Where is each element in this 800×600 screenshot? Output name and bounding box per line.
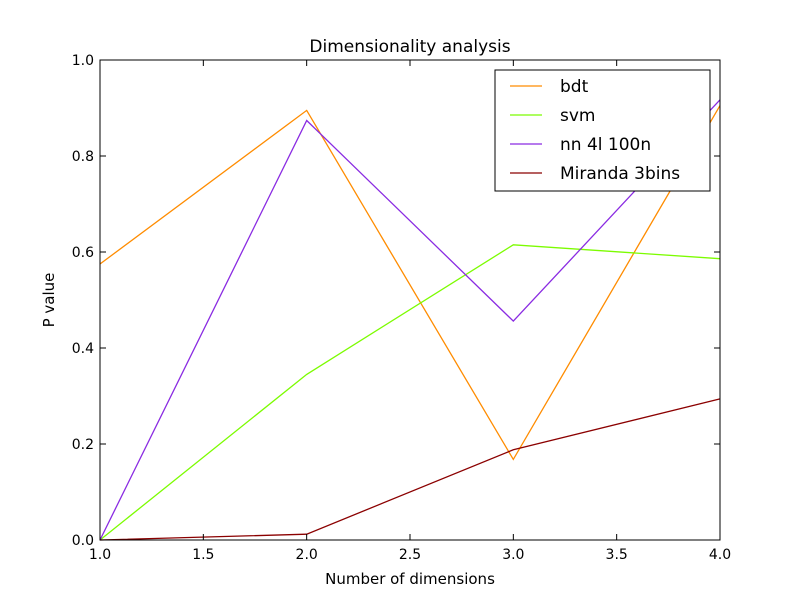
x-tick-label: 3.0 xyxy=(502,547,524,563)
legend-label-1: svm xyxy=(560,106,595,126)
y-tick-label: 0.0 xyxy=(72,533,94,549)
y-tick-label: 0.2 xyxy=(72,437,94,453)
ticks-layer: 1.0 1.5 2.0 2.5 3.0 3.5 4.0 0.0 0.2 0.4 0.6 0.8 1.0 xyxy=(72,53,731,563)
x-tick-label: 2.5 xyxy=(399,547,421,563)
y-tick-label: 1.0 xyxy=(72,53,94,69)
x-tick-label: 4.0 xyxy=(709,547,731,563)
x-tick-label: 1.5 xyxy=(192,547,214,563)
legend-label-0: bdt xyxy=(560,77,589,97)
chart-title: Dimensionality analysis xyxy=(309,37,510,57)
y-tick-label: 0.8 xyxy=(72,149,94,165)
legend-label-3: Miranda 3bins xyxy=(560,164,680,184)
legend-label-2: nn 4l 100n xyxy=(560,135,651,155)
legend-items: bdt svm nn 4l 100n Miranda 3bins xyxy=(510,77,680,184)
series-line-1 xyxy=(99,244,721,541)
series-line-2 xyxy=(99,99,721,541)
series-line-0 xyxy=(99,105,721,461)
legend: bdt svm nn 4l 100n Miranda 3bins xyxy=(494,69,711,192)
legend-box xyxy=(494,69,711,192)
x-tick-label: 2.0 xyxy=(296,547,318,563)
x-axis-label: Number of dimensions xyxy=(325,570,495,588)
y-axis-label: P value xyxy=(40,273,58,328)
y-tick-label: 0.4 xyxy=(72,341,94,357)
x-tick-label: 3.5 xyxy=(606,547,628,563)
y-tick-label: 0.6 xyxy=(72,245,94,261)
x-tick-label: 1.0 xyxy=(89,547,111,563)
